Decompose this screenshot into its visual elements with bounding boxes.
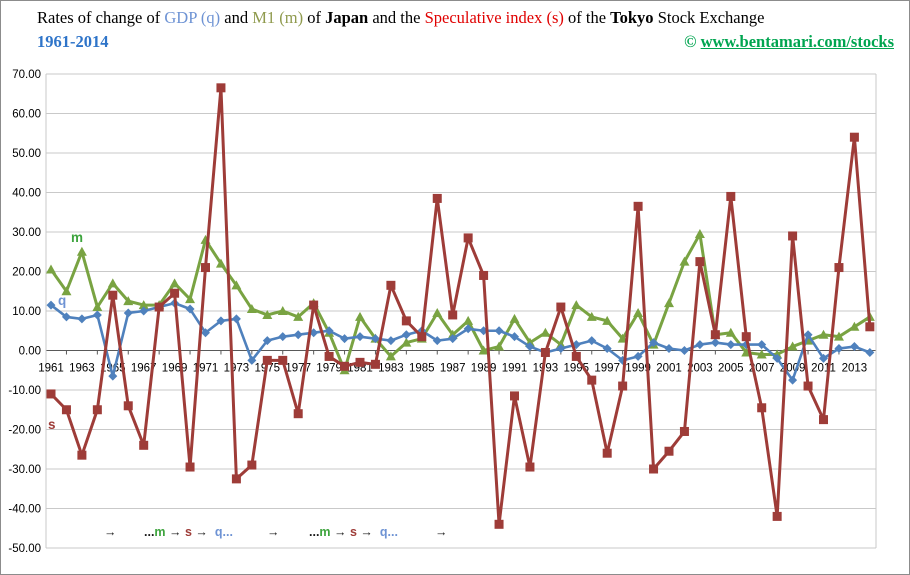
y-axis-tick-label: 10.00 xyxy=(12,306,41,318)
annotation-text: ... xyxy=(222,525,233,539)
title-segment: and the xyxy=(368,8,425,27)
chart-header: Rates of change of GDP (q) and M1 (m) of… xyxy=(37,8,894,52)
x-axis-tick-label: 2005 xyxy=(718,363,744,375)
title-segment-gdp: GDP (q) xyxy=(164,8,221,27)
causality-sequence: ...m → s → q... xyxy=(144,525,233,539)
annotation-text: ... xyxy=(144,525,155,539)
title-segment: Stock Exchange xyxy=(653,8,765,27)
x-axis-tick-label: 2003 xyxy=(687,363,713,375)
x-axis-tick-label: 1979 xyxy=(316,363,342,375)
y-axis-tick-label: -20.00 xyxy=(8,425,41,437)
annotation-text: → xyxy=(435,525,448,539)
x-axis-tick-label: 1989 xyxy=(471,363,497,375)
website-url: www.bentamari.com/stocks xyxy=(700,32,894,51)
title-segment-m1: M1 (m) xyxy=(252,8,304,27)
date-range-subtitle: 1961-2014 xyxy=(37,32,109,51)
series-label-m: m xyxy=(71,230,83,245)
x-axis-tick-label: 1991 xyxy=(502,363,528,375)
causality-annotation: → ...m → s → q... → ...m → s → q... → xyxy=(1,525,909,543)
title-segment: and xyxy=(220,8,253,27)
x-axis-tick-label: 1965 xyxy=(100,363,126,375)
y-axis-tick-label: 60.00 xyxy=(12,109,41,121)
annotation-text: s xyxy=(185,525,192,539)
title-segment-japan: Japan xyxy=(325,8,369,27)
x-axis-tick-label: 1983 xyxy=(378,363,404,375)
x-axis-tick-label: 1963 xyxy=(69,363,95,375)
title-segment: of xyxy=(303,8,326,27)
annotation-text: m xyxy=(319,525,331,539)
y-axis-tick-label: 50.00 xyxy=(12,148,41,160)
y-axis-tick-label: -10.00 xyxy=(8,385,41,397)
series-s-line: s xyxy=(46,83,875,529)
arrow-icon: → xyxy=(435,525,448,539)
y-axis-tick-label: -40.00 xyxy=(8,504,41,516)
x-axis-tick-label: 2013 xyxy=(842,363,868,375)
annotation-text: s xyxy=(350,525,357,539)
annotation-text: → xyxy=(267,525,280,539)
annotation-text: → xyxy=(356,525,380,539)
causality-sequence: ...m → s → q... xyxy=(309,525,398,539)
website-link[interactable]: © www.bentamari.com/stocks xyxy=(684,32,894,52)
annotation-text: → xyxy=(330,525,350,539)
x-axis-tick-label: 1977 xyxy=(285,363,311,375)
x-axis-tick-label: 1985 xyxy=(409,363,435,375)
x-axis-tick-label: 1987 xyxy=(440,363,466,375)
x-axis-tick-label: 1999 xyxy=(625,363,651,375)
title-segment: of the xyxy=(563,8,611,27)
y-axis-tick-label: -30.00 xyxy=(8,464,41,476)
y-axis-tick-label: 40.00 xyxy=(12,188,41,200)
annotation-text: → xyxy=(165,525,185,539)
arrow-icon: → xyxy=(267,525,280,539)
x-axis-tick-label: 1967 xyxy=(131,363,157,375)
x-axis-tick-label: 1973 xyxy=(224,363,250,375)
title-segment-speculative: Speculative index (s) xyxy=(424,8,564,27)
series-label-s: s xyxy=(48,417,56,432)
page-title: Rates of change of GDP (q) and M1 (m) of… xyxy=(37,8,894,28)
annotation-text: m xyxy=(154,525,166,539)
x-axis-tick-label: 1993 xyxy=(533,363,559,375)
y-axis-tick-label: 0.00 xyxy=(19,346,41,358)
y-axis-tick-label: -50.00 xyxy=(8,543,41,555)
x-axis-tick-label: 2011 xyxy=(811,363,836,375)
annotation-text: → xyxy=(191,525,215,539)
annotation-text: q xyxy=(379,525,388,539)
annotation-text: ... xyxy=(387,525,398,539)
title-segment-tokyo: Tokyo xyxy=(610,8,654,27)
x-axis-tick-label: 2001 xyxy=(656,363,682,375)
y-axis-tick-label: 70.00 xyxy=(12,69,41,81)
annotation-text: ... xyxy=(309,525,320,539)
annotation-text: q xyxy=(214,525,223,539)
x-axis-tick-label: 1997 xyxy=(594,363,620,375)
copyright-symbol: © xyxy=(684,32,701,51)
x-axis-tick-label: 1969 xyxy=(162,363,188,375)
x-axis-tick-label: 1961 xyxy=(38,363,64,375)
series-label-q: q xyxy=(58,293,66,308)
arrow-icon: → xyxy=(104,525,117,539)
y-axis-tick-label: 30.00 xyxy=(12,227,41,239)
title-segment: Rates of change of xyxy=(37,8,165,27)
annotation-text: → xyxy=(104,525,117,539)
y-axis-tick-label: 20.00 xyxy=(12,267,41,279)
